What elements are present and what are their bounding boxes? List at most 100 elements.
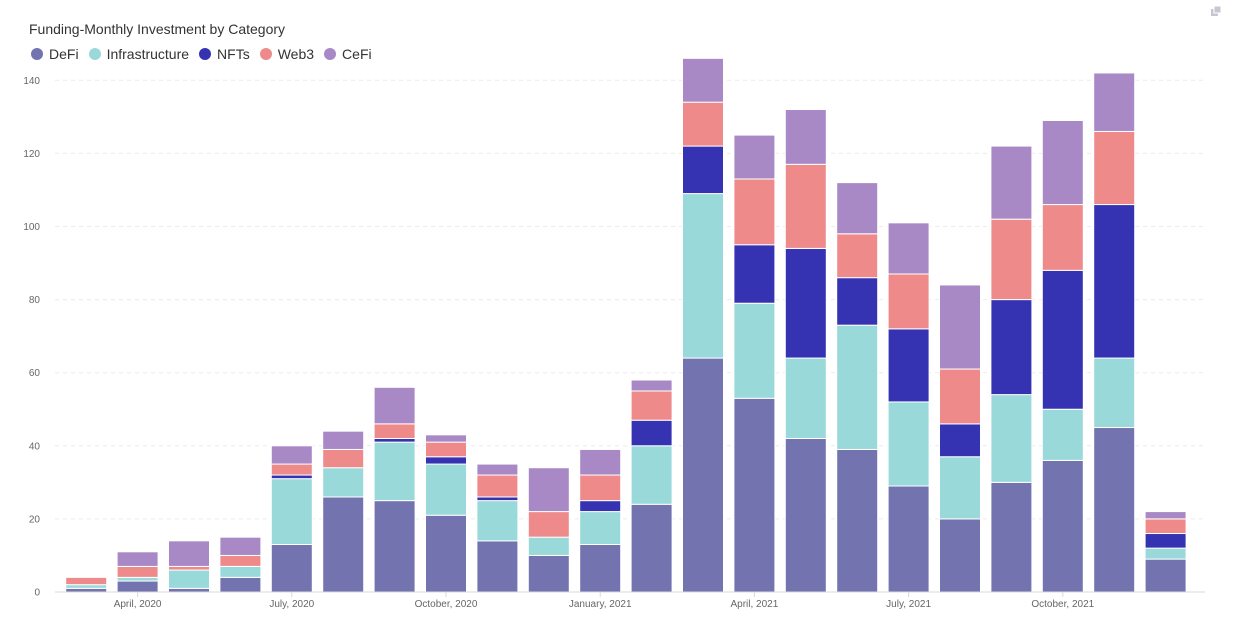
- bar-segment-nfts[interactable]: [733, 244, 776, 304]
- bar-segment-infrastructure[interactable]: [579, 511, 622, 545]
- bar-segment-cefi[interactable]: [1144, 511, 1187, 520]
- bar-segment-infrastructure[interactable]: [733, 302, 776, 399]
- legend-item-infrastructure[interactable]: Infrastructure: [88, 46, 189, 62]
- bar-segment-web3[interactable]: [939, 368, 981, 425]
- bar-segment-nfts[interactable]: [1144, 533, 1187, 549]
- bar-segment-cefi[interactable]: [939, 284, 981, 370]
- bar-segment-defi[interactable]: [65, 587, 108, 593]
- bar-segment-web3[interactable]: [579, 474, 622, 502]
- bar-segment-nfts[interactable]: [579, 500, 622, 513]
- bar-segment-infrastructure[interactable]: [116, 576, 159, 582]
- bar-segment-defi[interactable]: [630, 503, 673, 593]
- bar-segment-defi[interactable]: [527, 554, 570, 593]
- bar-segment-web3[interactable]: [784, 163, 827, 249]
- bar-segment-defi[interactable]: [682, 357, 724, 593]
- legend-item-web3[interactable]: Web3: [259, 46, 314, 62]
- bar-segment-nfts[interactable]: [784, 247, 827, 359]
- bar-segment-cefi[interactable]: [733, 134, 776, 180]
- bar-segment-infrastructure[interactable]: [887, 401, 930, 487]
- bar-segment-infrastructure[interactable]: [476, 500, 519, 542]
- bar-segment-nfts[interactable]: [1041, 269, 1084, 410]
- bar-segment-defi[interactable]: [733, 397, 776, 593]
- bar-segment-infrastructure[interactable]: [1144, 547, 1187, 560]
- bar-segment-infrastructure[interactable]: [990, 394, 1033, 483]
- bar-segment-cefi[interactable]: [682, 57, 724, 103]
- bar-segment-defi[interactable]: [168, 587, 210, 593]
- bar-segment-cefi[interactable]: [168, 540, 210, 567]
- bar-segment-defi[interactable]: [784, 437, 827, 593]
- bar-segment-defi[interactable]: [322, 496, 365, 593]
- bar-segment-defi[interactable]: [990, 481, 1033, 593]
- bar-segment-web3[interactable]: [116, 565, 159, 578]
- bar-segment-web3[interactable]: [425, 441, 467, 458]
- bar-segment-web3[interactable]: [476, 474, 519, 498]
- bar-segment-infrastructure[interactable]: [1093, 357, 1136, 429]
- bar-segment-cefi[interactable]: [476, 463, 519, 476]
- bar-segment-nfts[interactable]: [836, 277, 879, 326]
- bar-segment-defi[interactable]: [476, 540, 519, 593]
- bar-segment-defi[interactable]: [116, 580, 159, 593]
- bar-segment-web3[interactable]: [836, 233, 879, 279]
- bar-segment-infrastructure[interactable]: [527, 536, 570, 556]
- bar-segment-infrastructure[interactable]: [939, 456, 981, 520]
- bar-segment-infrastructure[interactable]: [1041, 408, 1084, 461]
- bar-segment-defi[interactable]: [373, 500, 416, 593]
- bar-segment-web3[interactable]: [630, 390, 673, 421]
- bar-segment-infrastructure[interactable]: [630, 445, 673, 505]
- bar-segment-web3[interactable]: [373, 423, 416, 439]
- bar-segment-cefi[interactable]: [116, 551, 159, 567]
- bar-segment-defi[interactable]: [425, 514, 467, 593]
- bar-segment-web3[interactable]: [219, 554, 262, 567]
- bar-segment-defi[interactable]: [887, 485, 930, 593]
- bar-segment-cefi[interactable]: [270, 445, 313, 465]
- bar-segment-nfts[interactable]: [1093, 204, 1136, 359]
- bar-segment-web3[interactable]: [1041, 204, 1084, 271]
- bar-segment-nfts[interactable]: [270, 474, 313, 480]
- bar-segment-web3[interactable]: [1093, 130, 1136, 206]
- bar-segment-infrastructure[interactable]: [168, 569, 210, 589]
- bar-segment-infrastructure[interactable]: [682, 193, 724, 359]
- bar-segment-nfts[interactable]: [425, 456, 467, 465]
- bar-segment-web3[interactable]: [733, 178, 776, 246]
- bar-segment-infrastructure[interactable]: [373, 441, 416, 502]
- bar-segment-cefi[interactable]: [836, 182, 879, 235]
- bar-segment-infrastructure[interactable]: [836, 324, 879, 450]
- bar-segment-cefi[interactable]: [1041, 119, 1084, 206]
- bar-segment-infrastructure[interactable]: [65, 584, 108, 589]
- bar-segment-cefi[interactable]: [1093, 72, 1136, 132]
- bar-segment-web3[interactable]: [527, 511, 570, 538]
- bar-segment-cefi[interactable]: [322, 430, 365, 450]
- bar-segment-defi[interactable]: [1093, 427, 1136, 593]
- bar-segment-nfts[interactable]: [887, 328, 930, 403]
- bar-segment-defi[interactable]: [579, 543, 622, 593]
- bar-segment-defi[interactable]: [836, 448, 879, 593]
- bar-segment-web3[interactable]: [1144, 518, 1187, 535]
- legend-item-defi[interactable]: DeFi: [31, 46, 79, 62]
- legend-item-nfts[interactable]: NFTs: [199, 46, 250, 62]
- bar-segment-cefi[interactable]: [887, 222, 930, 275]
- bar-segment-web3[interactable]: [682, 101, 724, 147]
- bar-segment-nfts[interactable]: [939, 423, 981, 458]
- bar-segment-defi[interactable]: [219, 576, 262, 593]
- bar-segment-defi[interactable]: [939, 518, 981, 593]
- bar-segment-web3[interactable]: [168, 565, 210, 571]
- bar-segment-nfts[interactable]: [476, 496, 519, 502]
- bar-segment-web3[interactable]: [990, 218, 1033, 301]
- bar-segment-cefi[interactable]: [425, 434, 467, 443]
- legend-item-cefi[interactable]: CeFi: [324, 46, 372, 62]
- bar-segment-cefi[interactable]: [527, 467, 570, 513]
- bar-segment-infrastructure[interactable]: [784, 357, 827, 439]
- expand-icon[interactable]: [1210, 5, 1222, 17]
- bar-segment-web3[interactable]: [887, 273, 930, 330]
- bar-segment-defi[interactable]: [1041, 459, 1084, 593]
- bar-segment-infrastructure[interactable]: [425, 463, 467, 516]
- bar-segment-web3[interactable]: [270, 463, 313, 476]
- bar-segment-cefi[interactable]: [219, 536, 262, 556]
- bar-segment-cefi[interactable]: [373, 386, 416, 425]
- bar-segment-nfts[interactable]: [682, 145, 724, 195]
- bar-segment-nfts[interactable]: [990, 299, 1033, 396]
- bar-segment-infrastructure[interactable]: [322, 467, 365, 498]
- bar-segment-cefi[interactable]: [784, 109, 827, 165]
- bar-segment-nfts[interactable]: [630, 419, 673, 447]
- bar-segment-nfts[interactable]: [373, 437, 416, 443]
